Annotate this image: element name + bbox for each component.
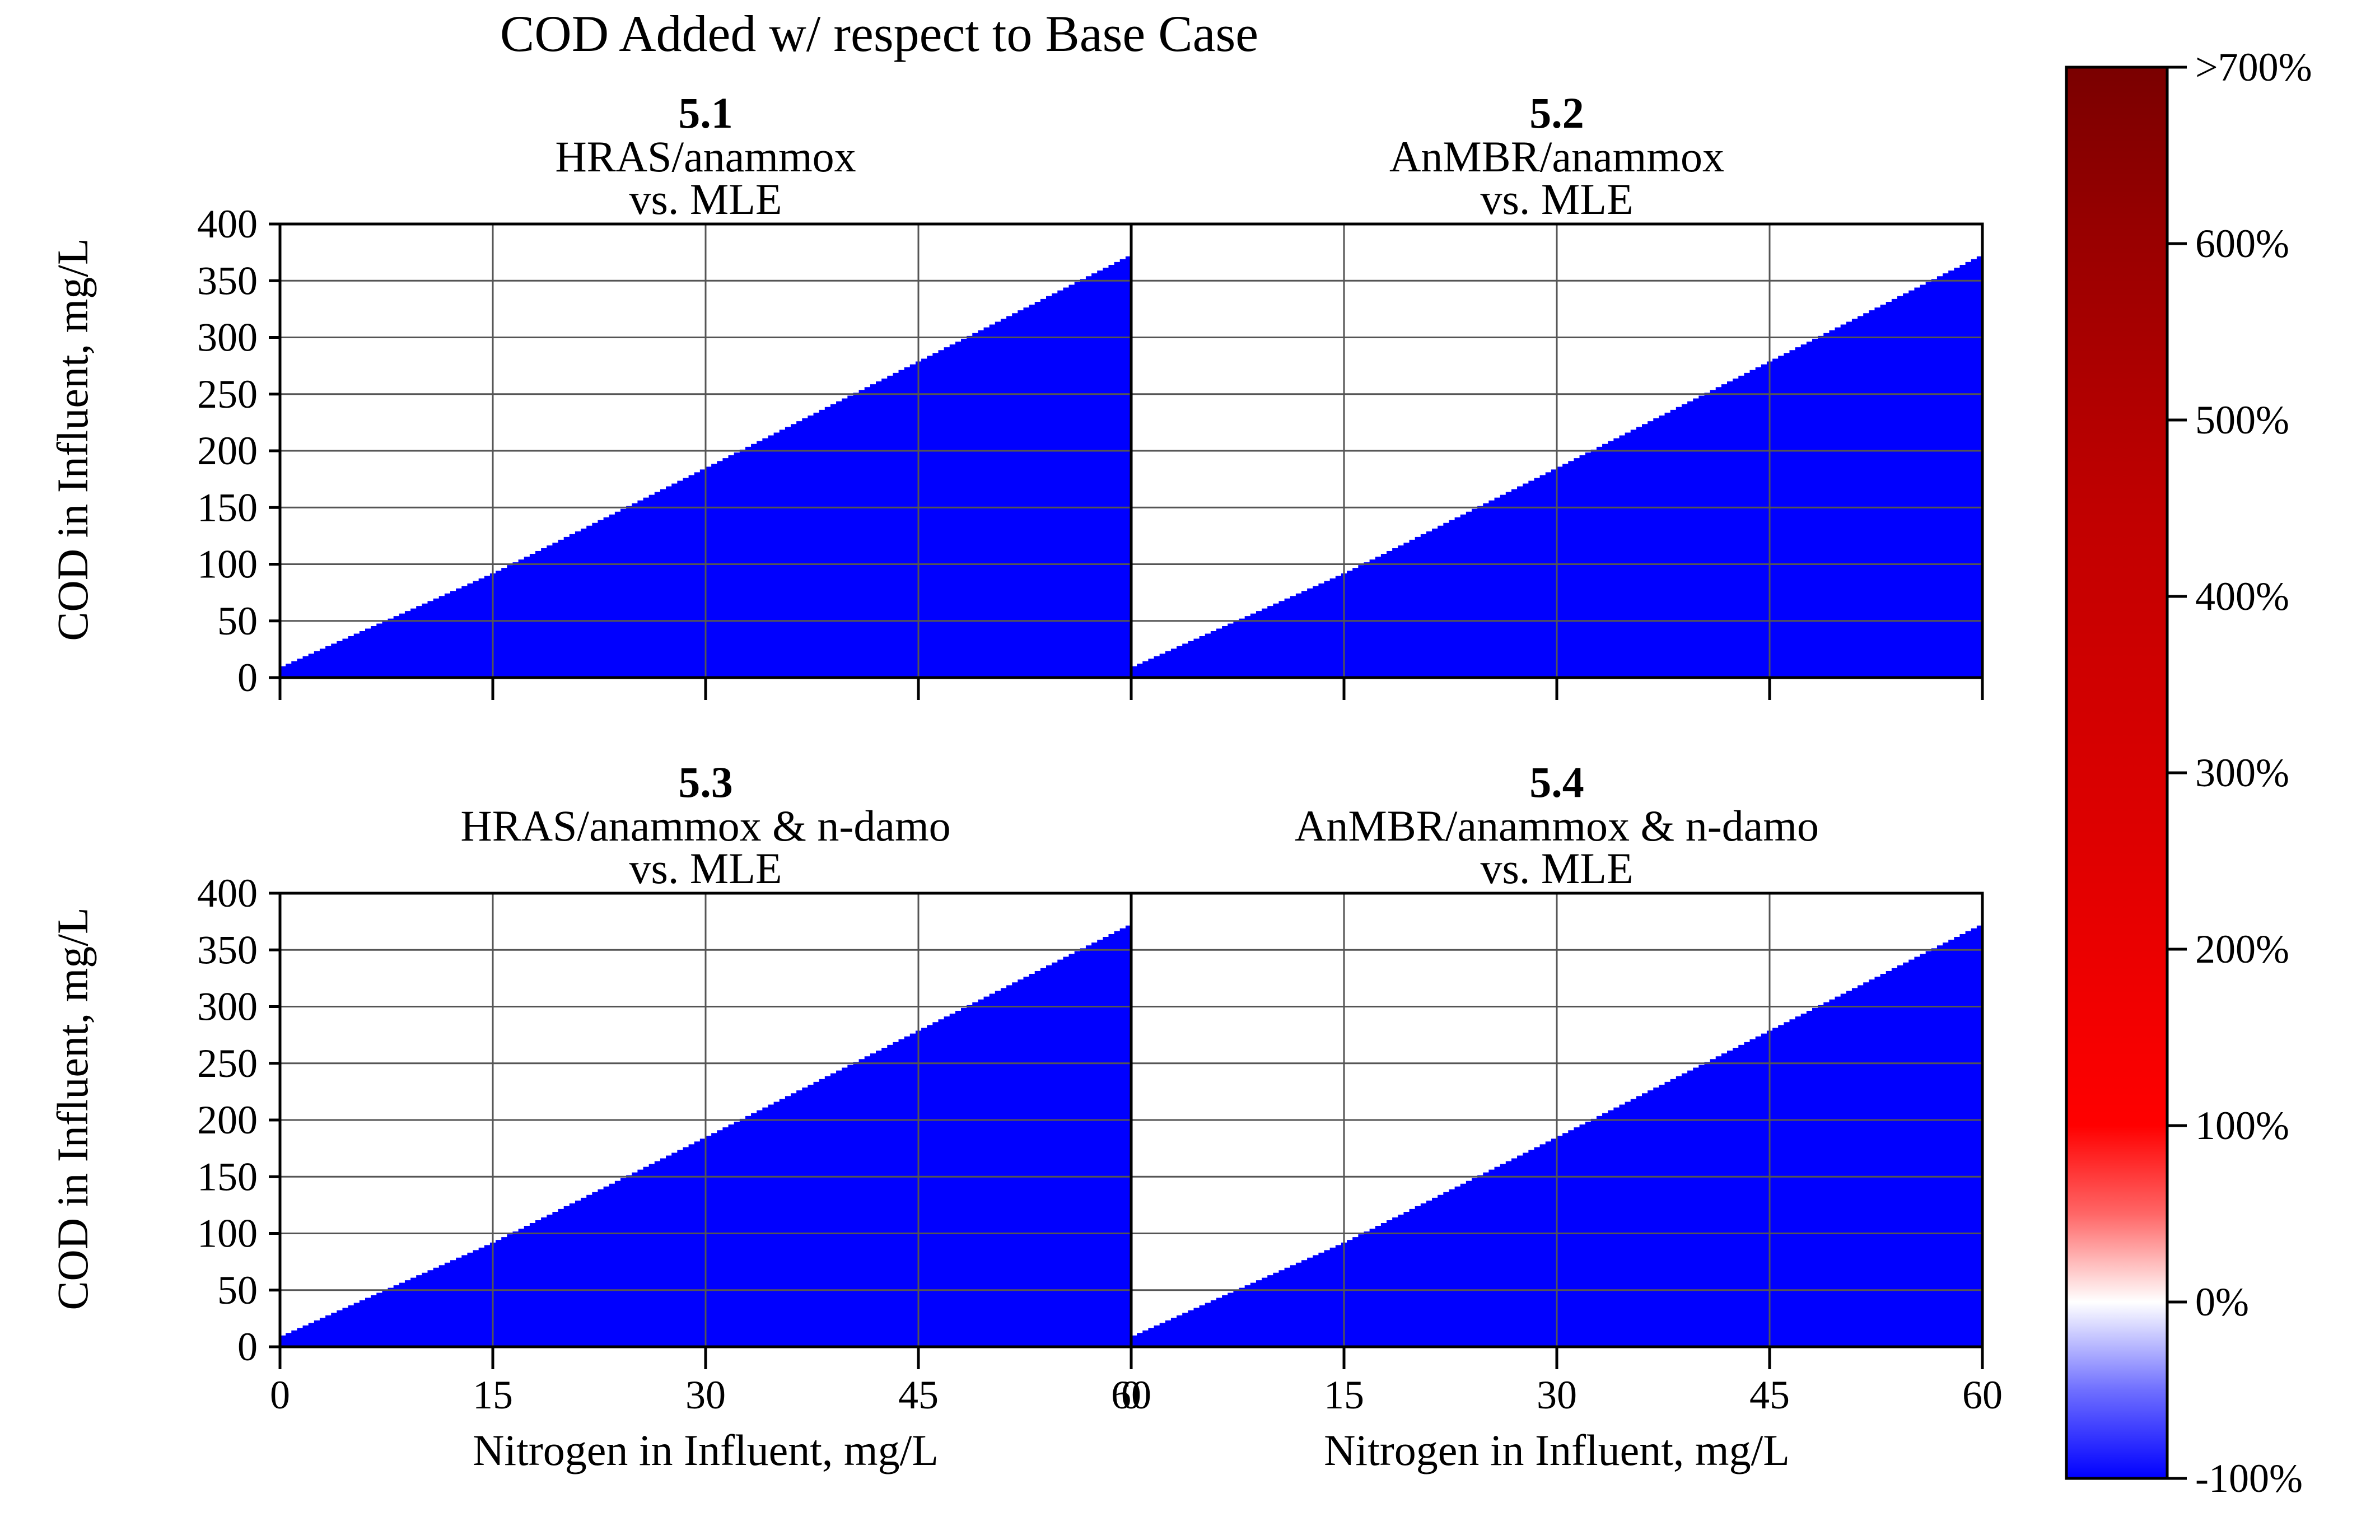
panel-subtitle-5-1-line2: vs. MLE [629,175,782,223]
y-axis-title-bottom: COD in Influent, mg/L [48,907,97,1310]
y-axis-title-top: COD in Influent, mg/L [48,238,97,641]
y-tick-label: 250 [197,372,258,417]
y-tick-label: 0 [237,655,258,700]
y-tick-label: 300 [197,984,258,1029]
x-axis-title-left: Nitrogen in Influent, mg/L [473,1426,939,1474]
panel-number-5-1: 5.1 [678,88,733,137]
x-tick-label: 45 [1749,1373,1790,1417]
panel-subtitle-5-2-line2: vs. MLE [1480,175,1634,223]
y-tick-label: 50 [217,1268,258,1313]
colorbar-tick-label: >700% [2195,45,2312,90]
x-tick-label: 30 [685,1373,726,1417]
colorbar-tick-label: 0% [2195,1280,2249,1324]
y-tick-label: 300 [197,315,258,360]
y-tick-label: 200 [197,1098,258,1142]
panel-subtitle-5-4-line2: vs. MLE [1480,844,1634,893]
colorbar-gradient [2065,66,2169,1480]
y-tick-label: 100 [197,542,258,587]
y-tick-label: 100 [197,1211,258,1256]
y-tick-label: 350 [197,927,258,972]
panel-subtitle-5-4-line1: AnMBR/anammox & n-damo [1295,801,1819,850]
y-tick-label: 200 [197,428,258,473]
panel-subtitle-5-3-line2: vs. MLE [629,844,782,893]
colorbar-tick-label: 200% [2195,927,2289,972]
heatmap-panel-5-1: 0 50 100 150 200 250 300 350 400 [197,202,1133,700]
panel-subtitle-5-3-line1: HRAS/anammox & n-damo [460,801,951,850]
y-tick-label: 400 [197,202,258,246]
x-tick-label: 0 [1121,1373,1141,1417]
colorbar-tick-label: 500% [2195,398,2289,442]
x-tick-label: 45 [898,1373,939,1417]
colorbar-tick-label: 300% [2195,750,2289,795]
x-tick-label: 15 [473,1373,513,1417]
colorbar: -100% 0% 100% 200% 300% 400% 500% 600% >700% [2065,45,2312,1501]
y-tick-label: 350 [197,258,258,303]
panel-subtitle-5-1-line1: HRAS/anammox [555,132,856,181]
y-tick-label: 50 [217,599,258,643]
x-axis-title-right: Nitrogen in Influent, mg/L [1324,1426,1790,1474]
x-tick-label: 60 [1962,1373,2003,1417]
heatmap-panel-5-2 [1130,222,1984,700]
colorbar-tick-label: 400% [2195,574,2289,619]
colorbar-tick-label: -100% [2195,1456,2303,1501]
x-tick-label: 30 [1537,1373,1577,1417]
x-tick-label: 60 [1111,1373,1151,1417]
x-tick-label: 0 [270,1373,290,1417]
heatmap-panel-5-4: 0 15 30 45 60 [1121,892,2003,1417]
y-tick-label: 0 [237,1324,258,1369]
y-tick-label: 250 [197,1041,258,1086]
panel-number-5-2: 5.2 [1529,88,1584,137]
panel-number-5-4: 5.4 [1529,758,1584,806]
panel-subtitle-5-2-line1: AnMBR/anammox [1389,132,1724,181]
colorbar-tick-label: 600% [2195,221,2289,266]
chart-title: COD Added w/ respect to Base Case [500,5,1259,62]
y-tick-label: 150 [197,1154,258,1199]
colorbar-tick-label: 100% [2195,1103,2289,1148]
x-tick-label: 15 [1324,1373,1364,1417]
panel-number-5-3: 5.3 [678,758,733,806]
y-tick-label: 150 [197,485,258,530]
y-tick-label: 400 [197,871,258,916]
